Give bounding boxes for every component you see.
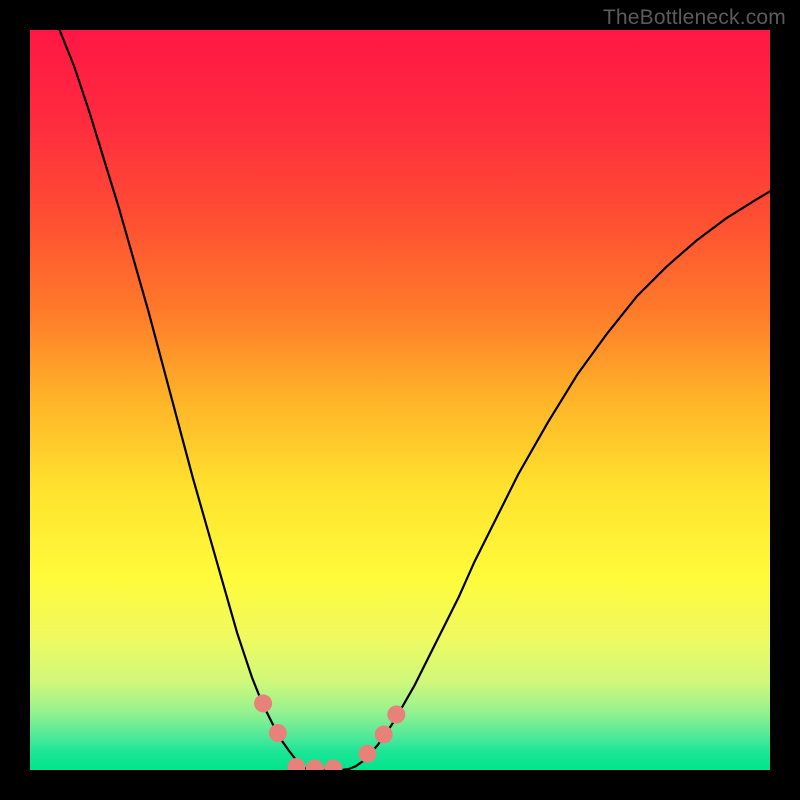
plot-gradient-background <box>30 30 770 770</box>
bottleneck-chart <box>0 0 800 800</box>
curve-marker <box>254 694 272 712</box>
chart-frame: TheBottleneck.com <box>0 0 800 800</box>
curve-marker <box>375 725 393 743</box>
curve-marker <box>387 706 405 724</box>
curve-marker <box>269 724 287 742</box>
curve-marker <box>358 745 376 763</box>
